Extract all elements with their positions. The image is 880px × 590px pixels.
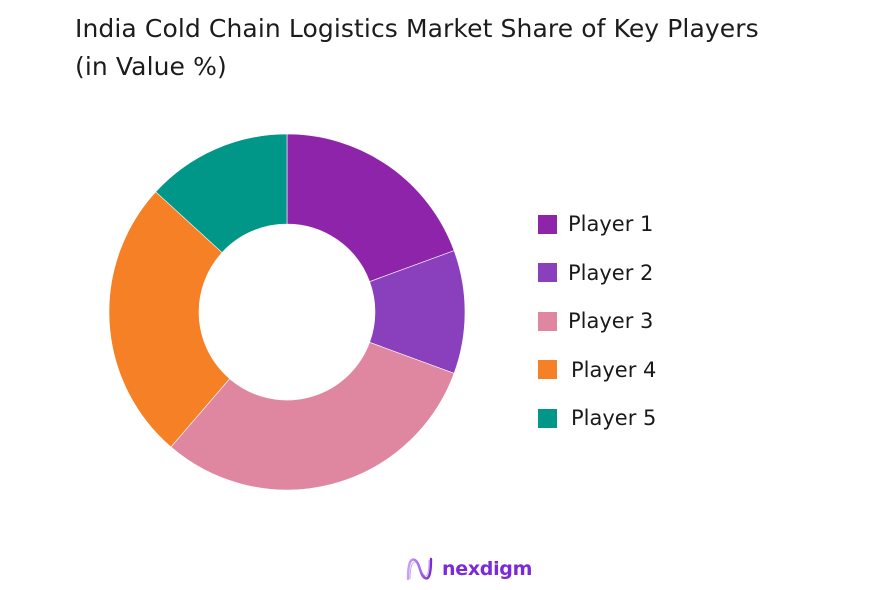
legend-label: Player 2	[568, 260, 654, 285]
logo-text: nexdigm	[442, 558, 533, 580]
legend-item-player-5: Player 5	[538, 394, 656, 443]
nexdigm-wave-icon	[406, 557, 433, 581]
donut-slice-player-1	[286, 133, 455, 283]
legend-swatch	[538, 408, 557, 428]
legend-label: Player 3	[568, 309, 654, 334]
legend-label: Player 4	[571, 357, 657, 382]
donut-slice-player-5	[155, 133, 288, 253]
legend-label: Player 1	[568, 212, 654, 237]
legend: Player 1 Player 2 Player 3 Player 4 Play…	[538, 200, 656, 443]
legend-item-player-4: Player 4	[538, 346, 656, 395]
legend-swatch	[538, 263, 557, 283]
donut-slice-player-3	[170, 341, 455, 491]
nexdigm-logo: nexdigm	[405, 556, 532, 582]
donut-slices	[108, 133, 466, 491]
legend-item-player-2: Player 2	[538, 249, 656, 298]
legend-label: Player 5	[571, 406, 657, 431]
legend-swatch	[538, 360, 557, 380]
chart-title: India Cold Chain Logistics Market Share …	[75, 14, 759, 81]
donut-slice-player-4	[108, 191, 231, 448]
legend-swatch	[538, 311, 557, 331]
legend-item-player-3: Player 3	[538, 297, 656, 346]
legend-swatch	[538, 214, 557, 234]
legend-item-player-1: Player 1	[538, 200, 656, 249]
